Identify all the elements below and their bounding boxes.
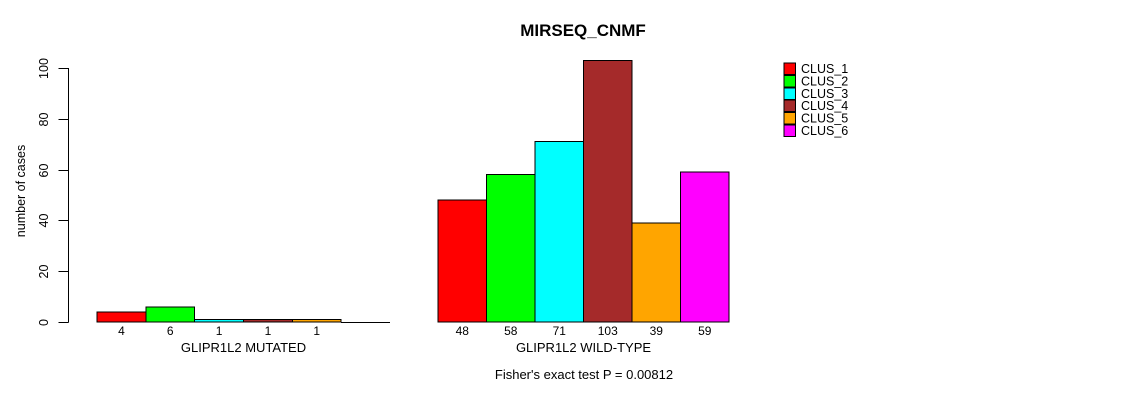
bars-layer: 4 6 1 1 1 48 58 71 103 39 59 xyxy=(96,59,730,338)
bar-clus_3 xyxy=(194,318,245,323)
y-axis-label: number of cases xyxy=(14,145,28,237)
chart-title: MIRSEQ_CNMF xyxy=(520,21,646,40)
bar-clus_2 xyxy=(145,306,196,323)
y-tick-label: 0 xyxy=(37,319,51,326)
bar-clus_6 xyxy=(680,171,730,323)
legend-label-clus_4: CLUS_4 xyxy=(801,99,848,113)
legend-label-clus_1: CLUS_1 xyxy=(801,62,848,76)
bar-value-label: 6 xyxy=(167,324,174,338)
y-tick-label: 60 xyxy=(37,164,51,178)
legend-label-clus_3: CLUS_3 xyxy=(801,87,848,101)
legend-swatch-clus_6 xyxy=(783,124,796,137)
bar-clus_5 xyxy=(291,318,342,323)
bar-value-label: 39 xyxy=(650,324,664,338)
bar-clus_1 xyxy=(96,311,147,323)
bar-value-label: 1 xyxy=(216,324,223,338)
legend-label-clus_6: CLUS_6 xyxy=(801,124,848,138)
legend-swatch-clus_4 xyxy=(783,99,796,113)
bar-value-label: 71 xyxy=(553,324,567,338)
legend-label-clus_2: CLUS_2 xyxy=(801,74,848,88)
legend-label-clus_5: CLUS_5 xyxy=(801,112,848,126)
bar-clus_3 xyxy=(534,141,584,323)
y-tick-label: 80 xyxy=(37,113,51,127)
y-tick-label: 40 xyxy=(37,214,51,228)
bar-value-label: 4 xyxy=(118,324,125,338)
bar-value-label: 103 xyxy=(598,324,618,338)
legend-swatch-clus_3 xyxy=(783,87,796,100)
bar-clus_4 xyxy=(243,318,293,323)
legend-swatch-clus_1 xyxy=(783,62,796,75)
bar-clus_2 xyxy=(486,174,536,323)
bar-value-label: 58 xyxy=(504,324,518,338)
bar-value-label: 1 xyxy=(313,324,320,338)
y-tick-label: 100 xyxy=(37,58,51,79)
group-label-wild-type: GLIPR1L2 WILD-TYPE xyxy=(516,340,651,355)
bar-clus_5 xyxy=(631,222,681,323)
legend-swatch-clus_2 xyxy=(783,74,796,88)
y-tick-label: 20 xyxy=(37,265,51,279)
bar-value-label: 59 xyxy=(698,324,712,338)
bar-value-label: 1 xyxy=(265,324,272,338)
group-label-mutated: GLIPR1L2 MUTATED xyxy=(181,340,306,355)
fisher-test-annotation: Fisher's exact test P = 0.00812 xyxy=(495,367,673,382)
legend-swatch-clus_5 xyxy=(783,112,796,125)
bar-clus_4 xyxy=(583,59,633,323)
y-axis: 0 20 40 60 80 100 xyxy=(37,58,69,326)
bar-value-label: 48 xyxy=(456,324,470,338)
bar-clus_1 xyxy=(437,199,487,323)
